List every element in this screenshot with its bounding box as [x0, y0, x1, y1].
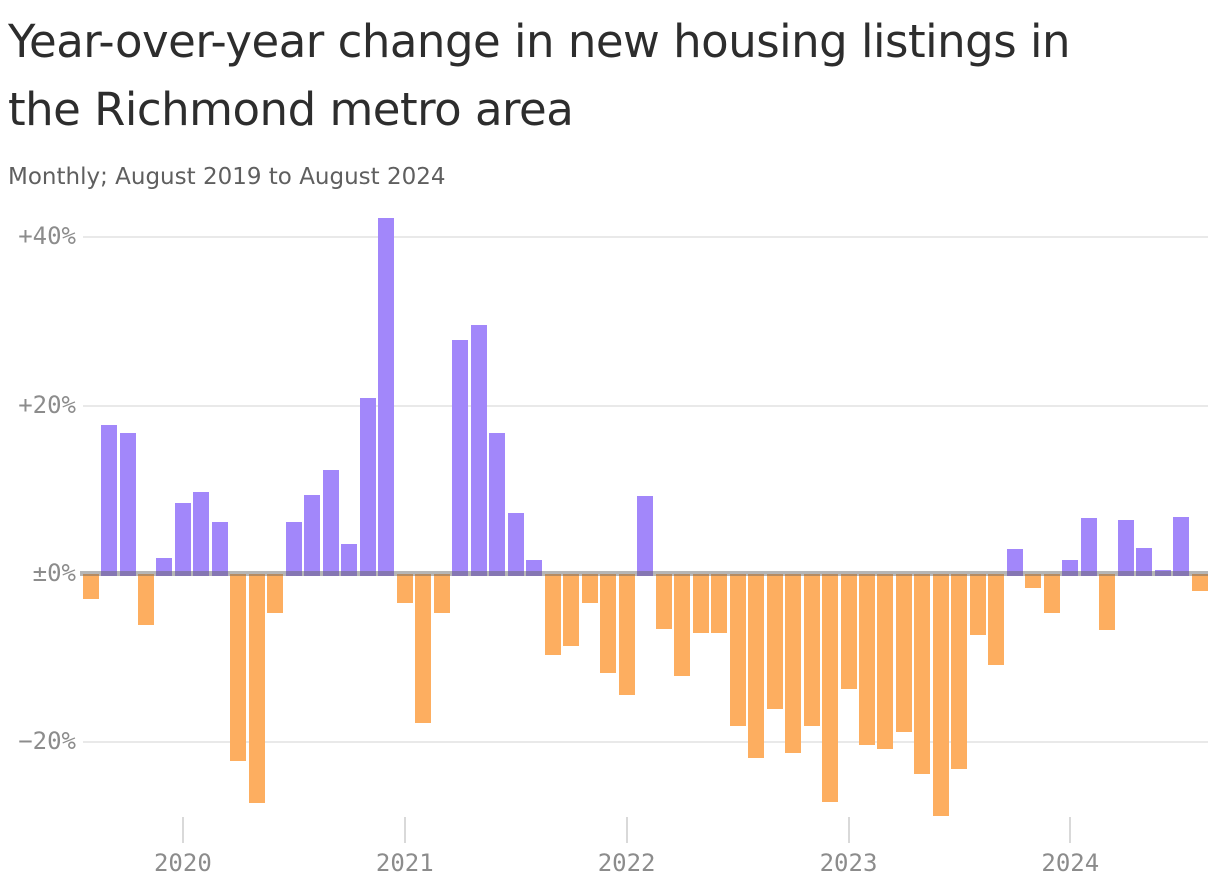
bar — [988, 574, 1005, 665]
bar — [711, 574, 728, 633]
bar — [101, 425, 117, 576]
y-gridline — [83, 404, 1208, 407]
bar — [581, 574, 598, 603]
bar — [674, 574, 691, 676]
bar — [322, 469, 339, 576]
bar — [563, 574, 580, 646]
bar — [433, 574, 450, 613]
bar — [378, 217, 395, 576]
bar — [1006, 548, 1023, 576]
bar — [507, 512, 524, 576]
bar — [785, 574, 801, 753]
x-axis-label: 2022 — [597, 849, 656, 877]
x-axis-label: 2023 — [819, 849, 878, 877]
bar — [544, 574, 561, 655]
bar — [1080, 517, 1097, 576]
chart-title-line-2: the Richmond metro area — [8, 83, 574, 136]
chart-subtitle: Monthly; August 2019 to August 2024 — [8, 164, 446, 190]
bar — [82, 574, 99, 600]
bar — [1062, 559, 1079, 576]
bar — [1173, 516, 1190, 576]
bar — [1136, 547, 1153, 576]
bar — [156, 558, 173, 576]
bar — [932, 574, 949, 816]
bar — [285, 521, 302, 576]
bar — [822, 574, 838, 803]
bar — [840, 574, 857, 690]
x-axis-tick — [181, 817, 184, 843]
bar — [526, 559, 543, 576]
y-gridline — [83, 741, 1208, 744]
bar — [174, 503, 191, 576]
bar — [359, 398, 376, 576]
bar — [452, 339, 469, 576]
x-axis-tick — [847, 817, 850, 843]
bar — [618, 574, 635, 696]
bar — [304, 494, 321, 576]
bar — [600, 574, 617, 673]
x-axis-tick — [403, 817, 406, 843]
x-axis-label: 2021 — [375, 849, 434, 877]
bar — [1099, 574, 1116, 631]
y-gridline — [83, 236, 1208, 239]
x-axis-label: 2024 — [1041, 849, 1100, 877]
bar — [470, 324, 487, 576]
y-axis-label: +20% — [18, 390, 76, 419]
bar — [877, 574, 894, 750]
bar — [396, 574, 413, 603]
bar — [248, 574, 265, 803]
bar — [895, 574, 912, 733]
zero-baseline — [80, 571, 1208, 576]
bar — [138, 574, 154, 625]
bar — [1043, 574, 1060, 613]
bar — [729, 574, 746, 726]
bar — [1025, 574, 1042, 589]
bar — [803, 574, 820, 726]
bar — [193, 491, 210, 576]
bar — [637, 495, 654, 576]
bar — [914, 574, 931, 774]
y-axis-label: ±0% — [32, 559, 76, 587]
bar — [341, 543, 358, 576]
bar — [230, 574, 247, 761]
chart-title-line-1: Year-over-year change in new housing lis… — [8, 15, 1071, 68]
bar — [655, 574, 672, 629]
bar — [489, 432, 506, 576]
x-axis-tick — [1069, 817, 1072, 843]
bar — [119, 433, 136, 576]
chart-title: Year-over-year change in new housing lis… — [8, 8, 1208, 144]
bar — [951, 574, 968, 770]
y-axis-label: +40% — [18, 222, 76, 251]
x-axis-tick — [625, 817, 628, 843]
bar — [766, 574, 783, 709]
bar — [415, 574, 432, 723]
x-axis-label: 2020 — [153, 849, 212, 877]
bar — [1191, 574, 1208, 591]
bar — [1117, 520, 1134, 576]
bar — [969, 574, 986, 635]
bar — [692, 574, 709, 633]
y-axis-label: −20% — [18, 727, 76, 756]
bar — [267, 574, 284, 613]
bar — [1154, 569, 1171, 576]
bar — [859, 574, 875, 745]
bar — [748, 574, 764, 758]
bar — [211, 521, 228, 576]
